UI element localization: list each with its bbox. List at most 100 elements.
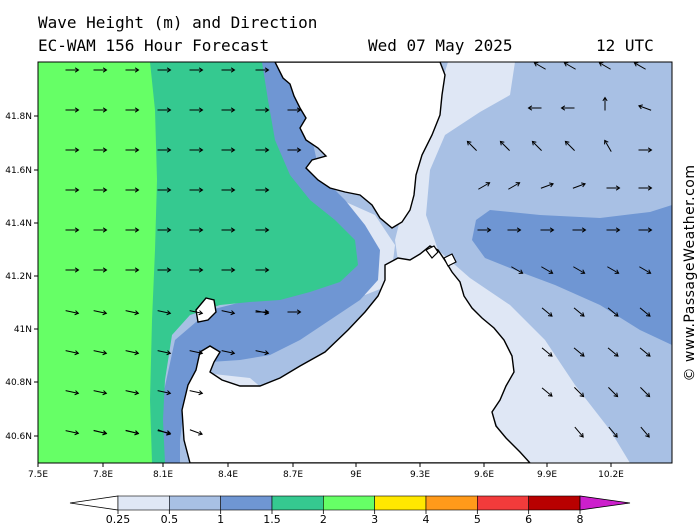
direction-arrow: [157, 107, 172, 113]
direction-arrow: [541, 347, 553, 357]
legend-swatch: [117, 495, 170, 511]
lon-tick-label: 9.6E: [474, 470, 494, 480]
direction-arrow: [157, 227, 172, 233]
direction-arrow: [189, 187, 204, 193]
direction-arrow: [508, 182, 521, 190]
direction-arrow: [574, 387, 585, 398]
direction-arrow: [221, 67, 236, 73]
lon-tick-label: 7.5E: [28, 470, 48, 480]
direction-arrow: [255, 67, 270, 73]
direction-arrow: [65, 350, 80, 356]
direction-arrow: [189, 350, 204, 356]
direction-arrow: [477, 227, 492, 233]
direction-arrow: [125, 310, 140, 316]
map-area: [38, 62, 672, 463]
direction-arrow: [606, 185, 621, 191]
direction-arrow: [65, 107, 80, 113]
direction-arrow: [157, 147, 172, 153]
direction-arrow: [540, 227, 555, 233]
map-title: Wave Height (m) and Direction: [38, 13, 318, 32]
direction-arrow: [93, 429, 108, 436]
lon-tick-label: 8.7E: [283, 470, 303, 480]
direction-arrow: [466, 140, 477, 151]
direction-arrow: [255, 227, 270, 233]
legend-label: 3: [371, 513, 378, 525]
direction-arrow: [125, 67, 140, 73]
direction-arrow: [157, 390, 172, 396]
legend-label: 4: [423, 513, 430, 525]
lon-tick-label: 8.1E: [153, 470, 173, 480]
direction-arrow: [606, 227, 621, 233]
direction-arrow: [93, 227, 108, 233]
direction-arrow: [93, 350, 108, 356]
direction-arrow: [541, 266, 554, 274]
direction-arrow: [638, 227, 653, 233]
direction-arrow: [573, 347, 585, 357]
direction-arrow: [640, 426, 650, 438]
lon-tick-label: 9.9E: [537, 470, 557, 480]
forecast-date: Wed 07 May 2025: [368, 36, 513, 55]
lat-tick-label: 41.4N: [5, 219, 32, 229]
direction-arrow: [65, 147, 80, 153]
direction-arrow: [572, 227, 587, 233]
direction-arrow: [65, 227, 80, 233]
direction-arrow: [221, 350, 236, 356]
direction-arrow: [541, 307, 553, 317]
legend-swatch: [425, 495, 478, 511]
lat-tick-label: 41.2N: [5, 272, 32, 282]
legend-swatch: [528, 495, 581, 511]
direction-arrow: [638, 104, 652, 111]
direction-arrow: [607, 307, 619, 317]
lon-tick-label: 7.8E: [93, 470, 113, 480]
lat-tick-label: 40.8N: [5, 378, 32, 388]
direction-arrow: [564, 140, 575, 151]
direction-arrow: [221, 187, 236, 193]
direction-arrow: [221, 227, 236, 233]
direction-arrow: [157, 267, 172, 273]
legend-swatch: [220, 495, 273, 511]
direction-arrow: [189, 310, 204, 316]
direction-arrow: [602, 96, 608, 111]
direction-arrow: [572, 182, 586, 189]
direction-arrow: [607, 266, 620, 274]
direction-arrow: [189, 107, 204, 113]
direction-arrow: [531, 140, 542, 151]
direction-arrow: [65, 267, 80, 273]
wave-height-legend: 0.25 0.5 1 1.5 2 3 4 5 6 8: [69, 495, 631, 525]
direction-arrow: [93, 107, 108, 113]
direction-arrow: [125, 187, 140, 193]
direction-arrow: [65, 310, 80, 316]
direction-arrow: [93, 147, 108, 153]
direction-arrow: [608, 426, 618, 438]
direction-arrow: [125, 227, 140, 233]
direction-arrow: [639, 307, 651, 317]
lon-tick-label: 8.4E: [218, 470, 238, 480]
direction-arrows: [65, 62, 653, 438]
land-islet: [425, 245, 439, 259]
direction-arrow: [598, 62, 611, 70]
direction-arrow: [189, 147, 204, 153]
direction-arrow: [574, 426, 584, 438]
direction-arrow: [608, 387, 619, 398]
direction-arrow: [541, 387, 553, 397]
direction-arrow: [221, 310, 236, 316]
direction-arrow: [563, 62, 576, 70]
direction-arrow: [221, 267, 236, 273]
direction-arrow: [157, 350, 172, 356]
forecast-model-label: EC-WAM 156 Hour Forecast: [38, 36, 270, 55]
direction-arrow: [255, 147, 270, 153]
direction-arrow: [638, 147, 653, 153]
direction-arrow: [633, 62, 646, 70]
direction-arrow: [287, 107, 302, 113]
direction-arrow: [93, 67, 108, 73]
legend-label: 0.5: [161, 513, 179, 525]
direction-arrow: [604, 139, 612, 152]
direction-arrow: [255, 267, 270, 273]
land-islet: [443, 253, 457, 267]
direction-arrow: [540, 182, 554, 189]
direction-arrow: [189, 390, 204, 396]
direction-arrow: [639, 347, 651, 357]
direction-arrow: [65, 430, 80, 436]
direction-arrow: [255, 350, 270, 356]
